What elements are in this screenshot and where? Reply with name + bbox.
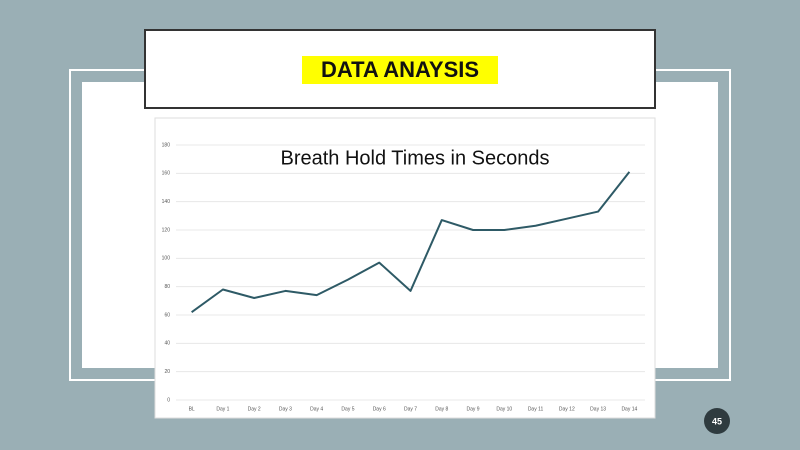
y-tick-label: 160 — [162, 171, 171, 177]
chart-area — [154, 117, 656, 419]
x-tick-label: Day 9 — [467, 406, 480, 412]
data-line — [191, 171, 631, 313]
x-tick-label: Day 12 — [559, 406, 575, 412]
x-tick-label: Day 5 — [341, 406, 354, 412]
page-number: 45 — [712, 416, 722, 426]
x-tick-label: Day 8 — [435, 406, 448, 412]
chart-title: Breath Hold Times in Seconds — [280, 147, 549, 169]
slide-title: DATA ANAYSIS — [321, 57, 479, 82]
x-tick-label: Day 11 — [528, 406, 544, 412]
x-tick-label: Day 13 — [590, 406, 606, 412]
x-tick-label: Day 3 — [279, 406, 292, 412]
x-tick-label: Day 10 — [496, 406, 512, 412]
x-tick-label: Day 2 — [248, 406, 261, 412]
y-tick-label: 60 — [164, 312, 170, 318]
y-tick-label: 180 — [162, 142, 171, 148]
y-tick-label: 20 — [164, 369, 170, 375]
x-tick-label: Day 14 — [621, 406, 637, 412]
x-tick-label: Day 7 — [404, 406, 417, 412]
y-tick-label: 0 — [167, 397, 170, 403]
y-tick-label: 100 — [162, 256, 171, 262]
y-tick-label: 80 — [164, 284, 170, 290]
x-tick-label: Day 4 — [310, 406, 323, 412]
y-tick-label: 140 — [162, 199, 171, 205]
title-highlight — [302, 56, 498, 84]
x-tick-label: BL — [189, 406, 195, 412]
x-tick-label: Day 6 — [373, 406, 386, 412]
page-badge — [704, 408, 730, 434]
y-tick-label: 40 — [164, 341, 170, 347]
y-tick-label: 120 — [162, 227, 171, 233]
x-tick-label: Day 1 — [216, 406, 229, 412]
